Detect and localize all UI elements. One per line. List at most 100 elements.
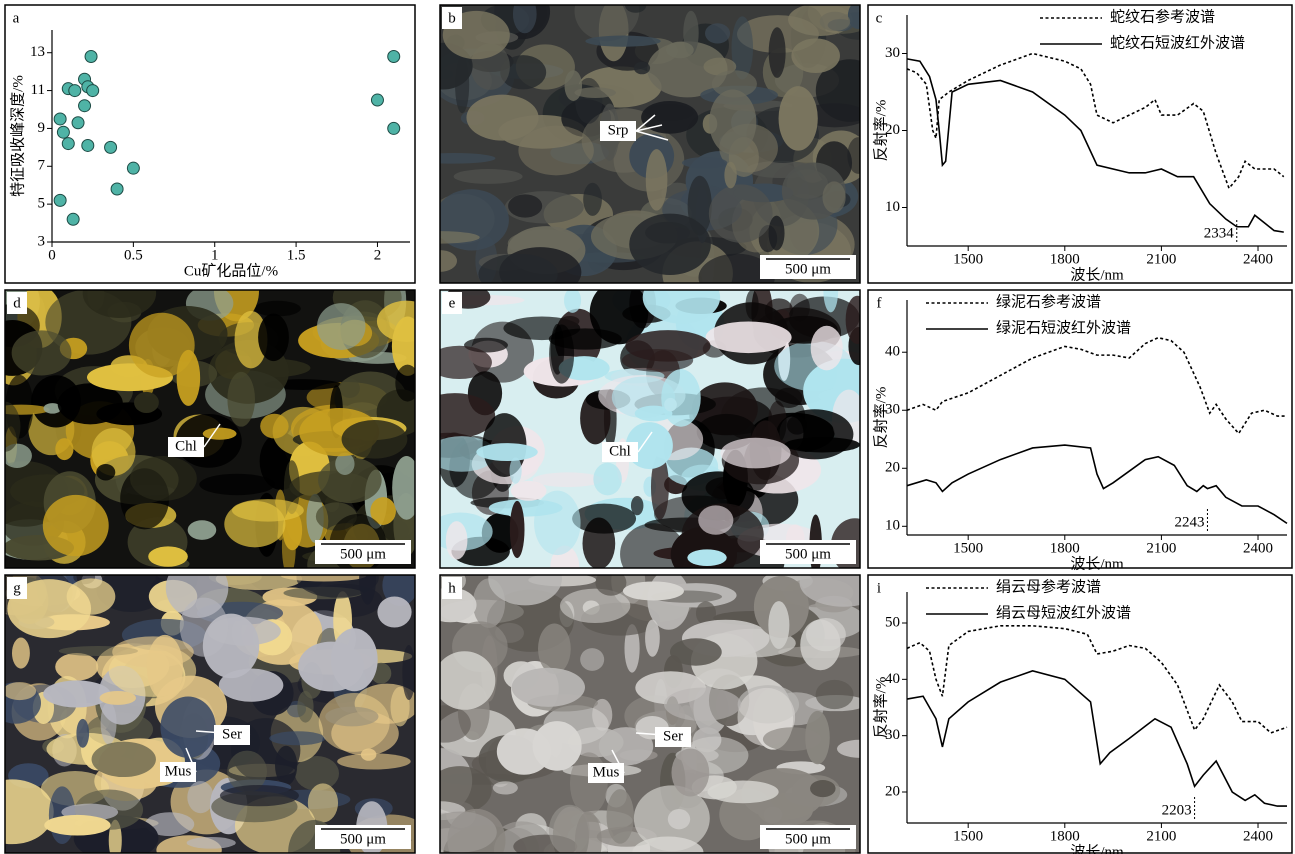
point	[62, 138, 74, 150]
x-tick-label: 1800	[1050, 828, 1080, 844]
grain	[622, 349, 693, 372]
point	[388, 122, 400, 134]
y-tick-label: 20	[885, 460, 900, 476]
micrograph	[0, 260, 436, 586]
grain	[822, 181, 845, 213]
y-tick-label: 10	[885, 199, 900, 215]
grain	[434, 651, 496, 710]
panel-label: i	[877, 580, 881, 596]
grain	[645, 620, 660, 657]
grain	[3, 682, 36, 700]
y-tick-label: 13	[30, 44, 45, 60]
grain	[414, 393, 495, 438]
x-tick-label: 1800	[1050, 540, 1080, 556]
grain	[791, 38, 840, 73]
grain	[76, 719, 89, 748]
grain	[478, 254, 557, 295]
point	[54, 113, 66, 125]
grain	[533, 721, 582, 771]
x-tick-label: 2100	[1146, 251, 1176, 267]
grain	[512, 668, 585, 707]
grain	[308, 783, 338, 822]
grain	[634, 62, 650, 74]
grain	[424, 812, 497, 853]
grain	[549, 328, 622, 349]
grain	[43, 495, 109, 556]
grain	[661, 369, 701, 426]
grain	[534, 491, 581, 555]
grain	[607, 789, 634, 844]
point	[371, 94, 383, 106]
grain	[706, 321, 792, 353]
grain	[847, 137, 869, 174]
figure: b500 μmSrpd500 μmChle500 μmChlg500 μmSer…	[0, 0, 1295, 854]
legend-label: 绿泥石短波红外波谱	[996, 319, 1131, 336]
y-tick-label: 7	[38, 158, 46, 174]
grain	[698, 505, 733, 534]
grain	[705, 23, 730, 43]
y-axis-title: 特征吸收峰深度/%	[9, 75, 26, 197]
mineral-label: Mus	[165, 763, 192, 779]
x-tick-label: 1.5	[287, 247, 306, 263]
y-tick-label: 40	[885, 344, 900, 360]
y-tick-label: 9	[38, 120, 46, 136]
grain	[769, 216, 785, 251]
point	[82, 139, 94, 151]
x-tick-label: 2100	[1146, 828, 1176, 844]
grain	[560, 589, 630, 623]
grain	[768, 601, 789, 649]
x-tick-label: 2400	[1243, 828, 1273, 844]
mineral-label: Mus	[593, 764, 620, 780]
grain	[784, 437, 860, 452]
micrograph	[411, 552, 887, 854]
panel-label: c	[876, 10, 883, 26]
grain	[92, 742, 156, 777]
grain	[188, 520, 217, 540]
grain	[585, 36, 660, 47]
grain	[454, 169, 523, 184]
x-tick-label: 1800	[1050, 251, 1080, 267]
point	[69, 85, 81, 97]
grain	[510, 501, 525, 558]
panel-label: a	[13, 10, 20, 26]
grain	[476, 443, 537, 461]
scale-bar-label: 500 μm	[340, 546, 386, 562]
grain	[134, 392, 159, 413]
x-axis-title: 波长/nm	[1070, 843, 1124, 854]
legend-label: 绢云母短波红外波谱	[996, 604, 1131, 621]
grain	[572, 504, 636, 534]
grain	[629, 214, 711, 275]
annotation-label: 2334	[1204, 225, 1235, 241]
panel-label: h	[448, 580, 456, 596]
y-axis-title: 反射率/%	[872, 677, 889, 739]
point	[105, 141, 117, 153]
grain	[413, 153, 495, 164]
mineral-label: Chl	[609, 443, 631, 459]
grain	[67, 578, 116, 614]
grain	[392, 456, 421, 520]
grain	[816, 680, 854, 709]
x-tick-label: 2400	[1243, 540, 1273, 556]
grain	[820, 12, 851, 31]
grain	[130, 456, 197, 501]
panel-label: g	[13, 580, 21, 596]
grain	[671, 749, 709, 797]
grain	[720, 438, 790, 469]
x-tick-label: 1500	[953, 251, 983, 267]
grain	[96, 464, 115, 480]
grain	[775, 388, 802, 408]
y-tick-label: 20	[885, 783, 900, 799]
x-tick-label: 2	[374, 247, 382, 263]
grain	[187, 837, 236, 849]
panel-label: e	[449, 295, 456, 311]
grain	[709, 184, 773, 242]
grain	[258, 314, 289, 362]
legend-label: 绢云母参考波谱	[996, 578, 1101, 595]
grain	[709, 89, 756, 154]
grain	[493, 781, 518, 794]
grain	[269, 731, 325, 745]
grain	[446, 521, 468, 559]
grain	[377, 301, 436, 342]
grain	[687, 549, 726, 566]
point	[54, 194, 66, 206]
